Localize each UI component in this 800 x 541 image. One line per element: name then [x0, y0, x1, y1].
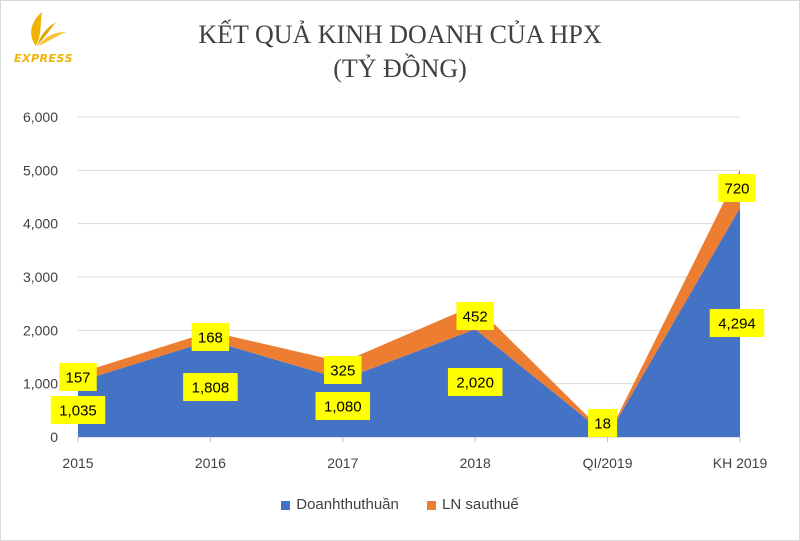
x-tick-label: 2018: [460, 455, 491, 471]
data-label-revenue-box: [50, 396, 106, 424]
y-tick-label: 4,000: [23, 216, 58, 232]
legend-item-revenue: Doanhthuthuần: [281, 496, 399, 513]
data-label-profit-box: [59, 363, 97, 391]
data-label-revenue: 1,808: [192, 380, 230, 397]
data-label-profit: 452: [463, 309, 488, 326]
legend-swatch-revenue: [281, 500, 291, 510]
gold-leaf-icon: [31, 12, 66, 46]
title-line-1: KẾT QUẢ KINH DOANH CỦA HPX: [198, 20, 602, 49]
data-label-revenue: 1,080: [324, 399, 362, 416]
data-label-revenue-box: [588, 409, 618, 437]
data-label-profit-box: [718, 174, 756, 202]
data-label-revenue-box: [183, 373, 238, 401]
data-label-revenue-box: [447, 368, 503, 396]
title-line-2: (TỶ ĐỒNG): [333, 54, 467, 83]
x-tick-label: 2017: [327, 455, 358, 471]
data-label-revenue: 18: [594, 416, 611, 433]
data-label-profit: 157: [65, 370, 90, 387]
legend-label-profit: LN sauthuế: [442, 496, 519, 513]
y-tick-label: 2,000: [23, 322, 58, 338]
y-tick-label: 6,000: [23, 109, 58, 125]
data-label-profit-box: [324, 356, 362, 384]
x-tick-label: QI/2019: [583, 455, 633, 471]
data-label-profit: 720: [724, 181, 749, 198]
data-label-revenue: 4,294: [718, 316, 756, 333]
y-tick-label: 0: [50, 429, 58, 445]
data-label-revenue-box: [315, 392, 371, 420]
data-label-revenue: 2,020: [456, 375, 494, 392]
legend-label-revenue: Doanhthuthuần: [296, 496, 399, 513]
x-tick-label: 2016: [195, 455, 226, 471]
legend-swatch-profit: [427, 500, 437, 510]
legend: Doanhthuthuần LN sauthuế: [0, 496, 800, 513]
data-label-profit-box: [191, 323, 230, 351]
y-tick-label: 1,000: [23, 376, 58, 392]
x-tick-label: KH 2019: [713, 455, 768, 471]
area-series-revenue: [78, 207, 740, 437]
logo-text: EXPRESS: [14, 52, 73, 65]
chart-title: KẾT QUẢ KINH DOANH CỦA HPX (TỶ ĐỒNG): [0, 18, 800, 86]
data-label-revenue-box: [709, 309, 765, 337]
y-tick-label: 3,000: [23, 269, 58, 285]
data-label-profit: 325: [330, 363, 355, 380]
legend-item-profit: LN sauthuế: [427, 496, 519, 513]
data-label-revenue: 1,035: [59, 403, 97, 420]
x-tick-label: 2015: [62, 455, 93, 471]
data-label-profit: 168: [198, 330, 223, 347]
express-logo: EXPRESS: [6, 6, 86, 66]
data-label-profit-box: [456, 302, 494, 330]
y-tick-label: 5,000: [23, 162, 58, 178]
